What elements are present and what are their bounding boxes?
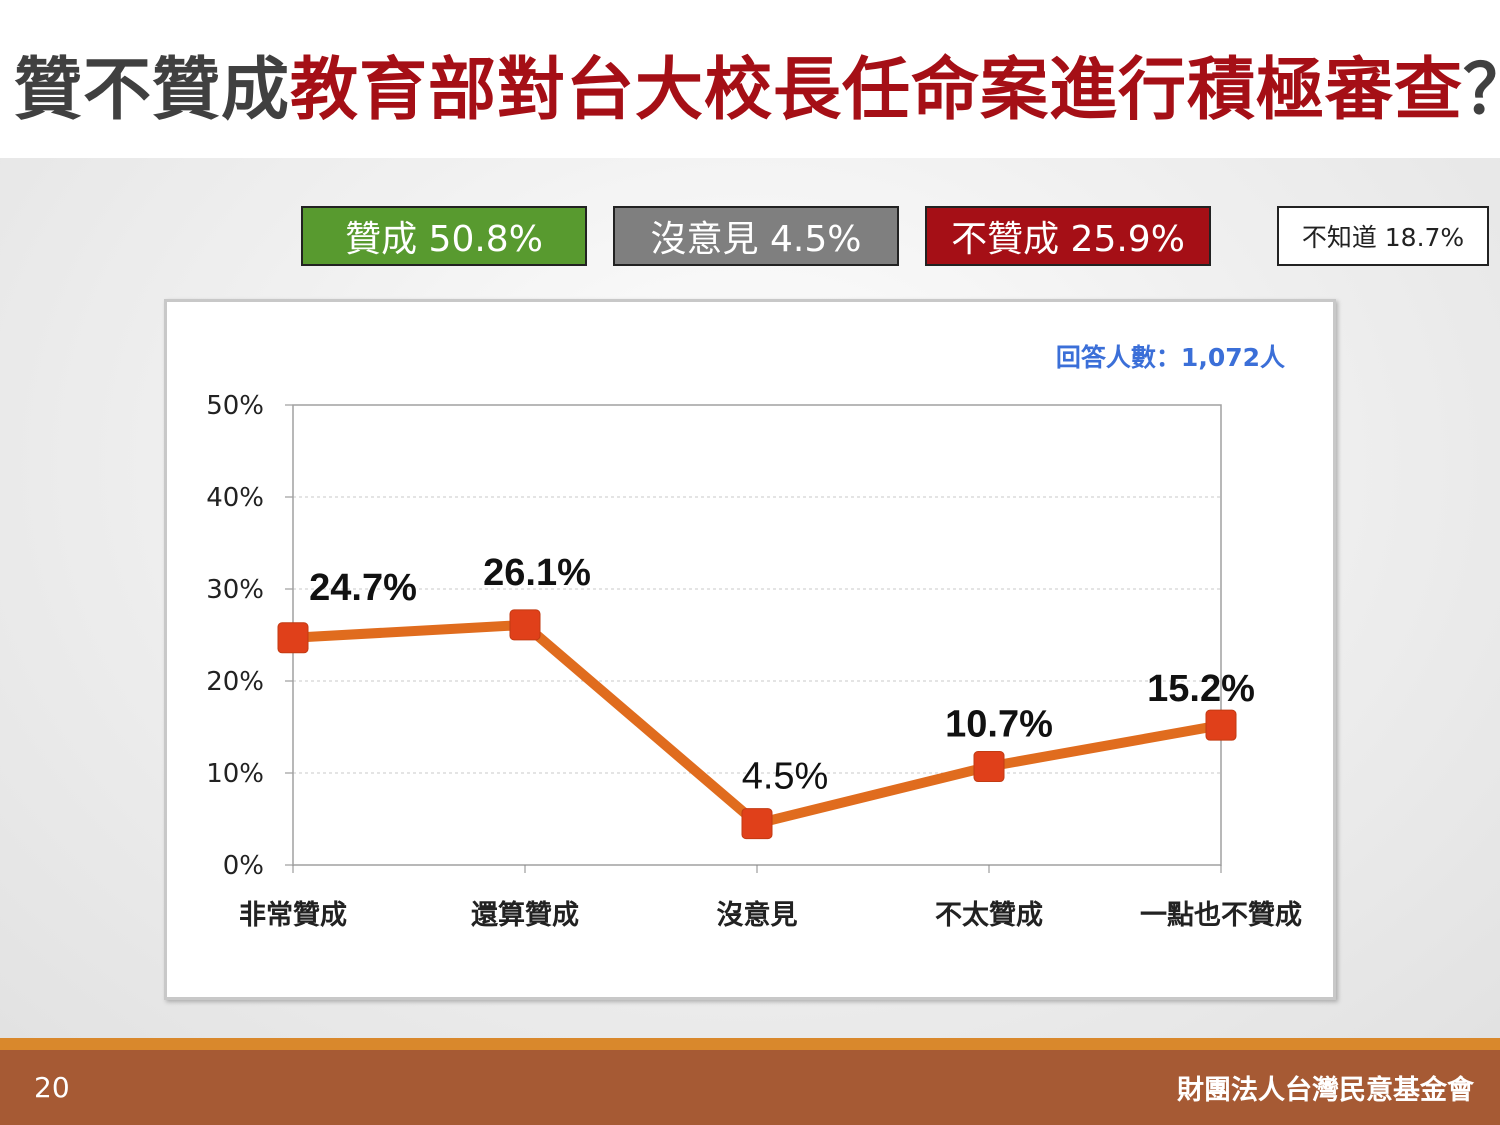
y-tick-label: 40%	[206, 483, 264, 513]
title-prefix: 贊不贊成	[14, 51, 291, 130]
data-point	[509, 609, 541, 641]
title-suffix: ？	[1463, 51, 1500, 130]
y-tick-label: 50%	[206, 391, 264, 421]
x-tick-label: 一點也不贊成	[1140, 900, 1302, 931]
summary-agree-box: 贊成 50.8%	[301, 206, 587, 266]
data-point	[277, 622, 309, 654]
x-tick-label: 不太贊成	[935, 900, 1043, 931]
respondent-count: 回答人數：1,072人	[1056, 343, 1285, 372]
y-tick-label: 10%	[206, 759, 264, 789]
title-main: 教育部對台大校長任命案進行積極審查	[290, 51, 1464, 130]
x-tick-label: 還算贊成	[471, 899, 579, 931]
title-bar	[0, 0, 1500, 158]
footer-bar	[0, 1050, 1500, 1125]
data-label: 15.2%	[1147, 668, 1255, 710]
organization-name: 財團法人台灣民意基金會	[1177, 1075, 1474, 1106]
data-point	[741, 808, 773, 840]
x-tick-label: 非常贊成	[239, 900, 347, 931]
data-label: 26.1%	[483, 552, 591, 594]
summary-no-opinion-box: 沒意見 4.5%	[613, 206, 899, 266]
page-number: 20	[34, 1071, 70, 1104]
page-title: 贊不贊成教育部對台大校長任命案進行積極審查？	[14, 34, 1500, 133]
summary-dont-know-box: 不知道 18.7%	[1277, 206, 1489, 266]
y-tick-label: 30%	[206, 575, 264, 605]
data-label: 24.7%	[309, 567, 417, 609]
y-tick-label: 0%	[223, 851, 264, 881]
y-tick-label: 20%	[206, 667, 264, 697]
data-label: 10.7%	[945, 704, 1053, 746]
chart-frame	[164, 299, 1336, 1000]
summary-disagree-box: 不贊成 25.9%	[925, 206, 1211, 266]
x-tick-label: 沒意見	[717, 899, 798, 931]
footer-stripe	[0, 1038, 1500, 1050]
data-point	[973, 751, 1005, 783]
data-label: 4.5%	[742, 756, 829, 798]
data-point	[1205, 709, 1237, 741]
